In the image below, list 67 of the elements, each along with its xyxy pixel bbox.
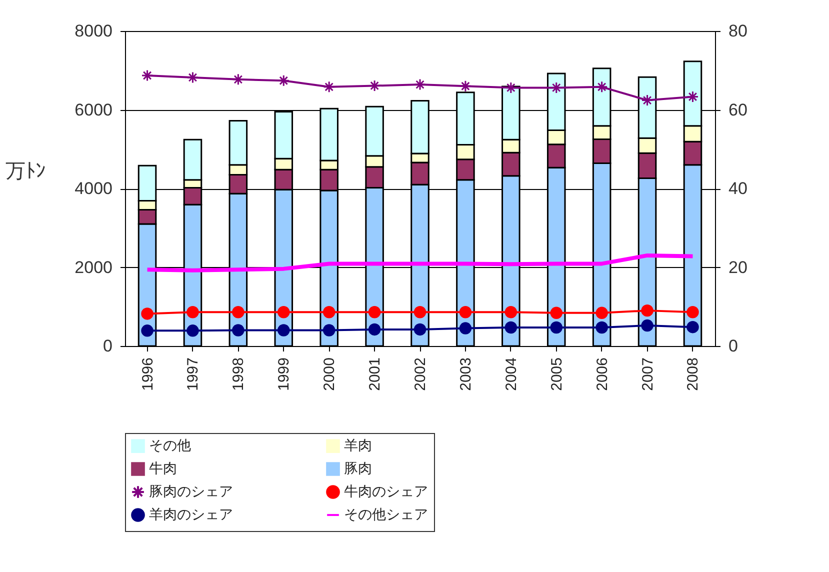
y2-tick-label: 40: [728, 179, 748, 198]
y-tick-label: 6000: [74, 100, 112, 120]
y-tick-label: 2000: [74, 258, 112, 277]
point: [686, 90, 699, 103]
point: [323, 80, 336, 93]
point: [278, 306, 290, 318]
x-tick-label: 2007: [639, 358, 656, 391]
point: [414, 323, 426, 336]
point: [186, 324, 199, 337]
point: [322, 306, 336, 318]
point: [596, 321, 608, 334]
point: [186, 71, 199, 84]
x-tick-label: 2008: [684, 358, 702, 391]
x-tick-label: 1998: [230, 358, 248, 391]
x-tick-label: 1997: [184, 358, 202, 391]
point: [686, 320, 699, 334]
y-tick-label: 0: [103, 336, 112, 356]
point: [686, 306, 699, 318]
point: [368, 323, 381, 336]
point: [459, 306, 472, 318]
point: [504, 321, 518, 334]
legend-label: 牛肉: [149, 460, 177, 476]
point: [232, 73, 244, 86]
x-tick-label: 1999: [276, 358, 293, 391]
point: [596, 306, 608, 320]
y-tick-label: 8000: [74, 22, 112, 40]
y2-tick-label: 80: [728, 22, 748, 40]
y-axis-title: 万ﾄﾝ: [6, 160, 46, 182]
point: [278, 324, 290, 336]
legend-label: その他: [149, 437, 191, 454]
point: [641, 319, 654, 332]
legend-label: 牛肉のシェア: [344, 483, 428, 499]
y2-tick-label: 60: [728, 100, 748, 120]
point: [414, 78, 426, 91]
point: [550, 306, 562, 320]
y2-tick-label: 20: [728, 258, 748, 277]
x-tick-label: 1996: [139, 358, 156, 391]
x-tick-label: 2006: [594, 358, 611, 391]
point: [368, 306, 381, 318]
point: [459, 80, 472, 92]
point: [641, 94, 654, 106]
point: [186, 306, 199, 318]
y2-tick-label: 0: [728, 336, 738, 356]
legend-label: 羊肉のシェア: [149, 506, 233, 522]
point: [322, 324, 336, 336]
point: [459, 322, 472, 334]
legend-label: 豚肉: [344, 460, 372, 476]
x-tick-label: 2000: [321, 358, 338, 391]
x-tick-label: 2005: [548, 358, 566, 391]
point: [232, 306, 244, 318]
x-tick-label: 2003: [457, 358, 474, 391]
legend-label: その他シェア: [344, 506, 428, 522]
point: [141, 324, 154, 337]
x-tick-label: 2001: [366, 358, 384, 391]
point: [550, 321, 562, 334]
point: [414, 306, 426, 318]
legend-label: 羊肉: [344, 437, 372, 454]
point: [232, 324, 244, 336]
x-tick-label: 2004: [502, 358, 520, 391]
line-series: [145, 253, 695, 272]
y-tick-label: 4000: [74, 179, 112, 198]
point: [141, 308, 154, 320]
x-tick-label: 2002: [412, 358, 429, 391]
legend-label: 豚肉のシェア: [149, 483, 233, 499]
point: [504, 306, 518, 318]
point: [141, 70, 154, 82]
point: [641, 304, 654, 317]
